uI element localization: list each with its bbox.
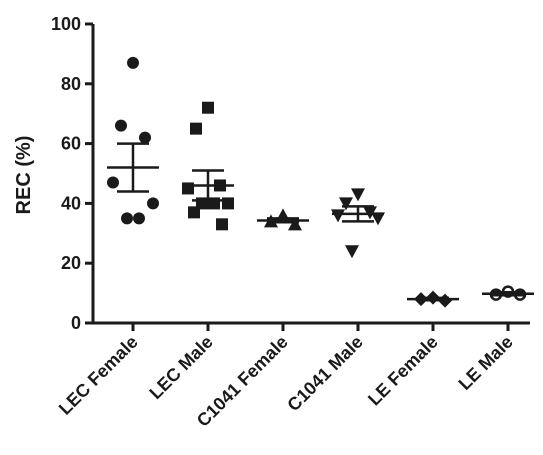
x-tick-label: LE Female <box>364 332 442 410</box>
data-point <box>345 245 359 258</box>
data-point <box>127 57 139 69</box>
y-tick-label: 100 <box>51 14 81 34</box>
data-marks <box>107 57 534 308</box>
data-point <box>147 197 159 209</box>
y-tick-label: 80 <box>61 74 81 94</box>
data-point <box>107 176 119 188</box>
data-point <box>216 218 228 230</box>
data-point <box>133 212 145 224</box>
x-tick-label: LEC Female <box>55 332 142 419</box>
y-tick-label: 60 <box>61 134 81 154</box>
data-point <box>351 188 365 201</box>
data-point <box>115 120 127 132</box>
x-tick-label: LE Male <box>455 332 517 394</box>
data-point <box>339 197 353 210</box>
x-tick-label: C1041 Male <box>283 332 366 415</box>
data-point <box>139 132 151 144</box>
y-axis-title: REC (%) <box>13 136 35 215</box>
y-tick-label: 20 <box>61 253 81 273</box>
data-point <box>121 212 133 224</box>
y-tick-label: 0 <box>71 313 81 333</box>
data-point <box>190 123 202 135</box>
data-point <box>202 102 214 114</box>
data-point <box>188 206 200 218</box>
x-tick-label: LEC Male <box>145 332 216 403</box>
y-tick-label: 40 <box>61 193 81 213</box>
